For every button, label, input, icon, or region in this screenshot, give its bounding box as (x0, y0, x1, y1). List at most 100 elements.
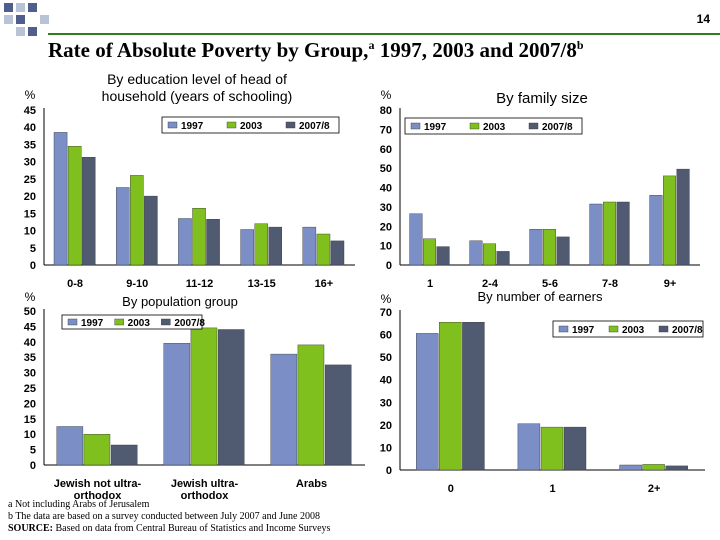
population-ytick-label: 15 (24, 414, 36, 426)
education-category-label: 0-8 (67, 278, 83, 290)
title-footnote-b: b (576, 38, 584, 52)
population-ytick-label: 50 (24, 306, 36, 318)
earners-bar (563, 426, 587, 471)
education-bar (67, 145, 82, 266)
population-ytick-label: 20 (24, 398, 36, 410)
family-bar (409, 213, 423, 266)
earners-bar (517, 423, 541, 471)
education-bar (330, 240, 345, 266)
page-title-main: Rate of Absolute Poverty by Group, (48, 38, 369, 62)
education-title-line: By education level of head of (107, 71, 287, 87)
earners-legend-swatch (658, 325, 669, 333)
population-bar (217, 329, 245, 466)
population-legend-label: 2007/8 (174, 318, 205, 329)
population-legend-swatch (161, 318, 171, 326)
family-legend-box (404, 117, 583, 135)
decorative-squares (4, 3, 49, 36)
page-title: Rate of Absolute Poverty by Group,a 1997… (48, 38, 708, 63)
population-category-label: Jewish not ultra- (54, 478, 142, 490)
page-title-years: 1997, 2003 and 2007/8 (374, 38, 577, 62)
population-bar (163, 343, 191, 466)
family-bar (496, 251, 510, 266)
education-bar (81, 156, 96, 266)
family-bar (663, 175, 677, 266)
family-ytick-label: 10 (380, 241, 392, 253)
population-bar (83, 434, 111, 466)
source-label: SOURCE: (8, 523, 54, 534)
education-legend-label: 2007/8 (299, 121, 330, 132)
family-bar (529, 228, 543, 266)
family-category-label: 1 (427, 278, 433, 290)
education-bar (316, 233, 331, 266)
population-ytick-label: 0 (30, 460, 36, 472)
population-legend-label: 1997 (81, 318, 104, 329)
education-bar (302, 226, 317, 266)
family-bar (483, 243, 497, 266)
earners-ylabel: % (381, 292, 392, 306)
education-bar (115, 187, 130, 266)
earners-bar (665, 465, 688, 471)
education-ytick-label: 45 (24, 105, 36, 117)
population-category-label: Arabs (296, 478, 327, 490)
population-ytick-label: 30 (24, 368, 36, 380)
population-bar (190, 327, 218, 466)
education-bar (192, 207, 206, 266)
earners-legend-swatch (608, 325, 619, 333)
education-legend-swatch (167, 121, 178, 129)
education-ytick-label: 35 (24, 139, 36, 151)
population-legend-swatch (67, 318, 78, 326)
earners-bar (439, 322, 462, 471)
education-ytick-label: 0 (30, 260, 36, 272)
family-category-label: 7-8 (602, 278, 618, 290)
footnote-source: SOURCE: Based on data from Central Burea… (8, 523, 330, 535)
earners-legend-box (552, 320, 704, 338)
family-legend-swatch (410, 122, 421, 130)
education-legend-swatch (226, 121, 237, 129)
population-category-label: orthodox (181, 490, 230, 502)
earners-legend-label: 2003 (622, 325, 645, 336)
education-legend-label: 2003 (240, 121, 263, 132)
education-ytick-label: 20 (24, 191, 36, 203)
population-ytick-label: 10 (24, 429, 36, 441)
earners-legend-swatch (558, 325, 569, 333)
family-bar (469, 240, 483, 266)
family-ylabel: % (381, 88, 392, 102)
population-ytick-label: 40 (24, 337, 36, 349)
title-footnote-a: a (368, 38, 375, 52)
education-legend-label: 1997 (181, 121, 204, 132)
earners-ytick-label: 10 (380, 442, 392, 454)
education-ytick-label: 30 (24, 157, 36, 169)
family-bar (436, 246, 450, 266)
family-ytick-label: 40 (380, 183, 392, 195)
family-legend-label: 2003 (483, 122, 506, 133)
education-category-label: 11-12 (186, 278, 214, 290)
family-ytick-label: 70 (380, 124, 392, 136)
education-bar (178, 218, 192, 266)
education-bar (254, 223, 268, 266)
population-category-label: Jewish ultra- (171, 478, 239, 490)
population-legend-swatch (114, 318, 124, 326)
education-category-label: 13-15 (248, 278, 276, 290)
education-ytick-label: 10 (24, 226, 36, 238)
family-category-label: 2-4 (482, 278, 499, 290)
earners-bar (540, 426, 564, 471)
family-ytick-label: 50 (380, 163, 392, 175)
education-bar (268, 226, 283, 266)
population-bar (297, 344, 325, 466)
family-legend-label: 2007/8 (542, 122, 573, 133)
family-legend-swatch (469, 122, 480, 130)
population-ylabel: % (25, 290, 36, 304)
family-bar (543, 228, 557, 266)
family-bar (556, 236, 570, 266)
family-ytick-label: 0 (386, 260, 392, 272)
family-ytick-label: 20 (380, 221, 392, 233)
family-bar (649, 195, 663, 266)
education-ytick-label: 5 (30, 243, 36, 255)
earners-ytick-label: 50 (380, 352, 392, 364)
education-category-label: 16+ (315, 278, 334, 290)
earners-category-label: 1 (549, 483, 555, 495)
earners-ytick-label: 40 (380, 375, 392, 387)
earners-ytick-label: 30 (380, 397, 392, 409)
population-ytick-label: 25 (24, 383, 36, 395)
